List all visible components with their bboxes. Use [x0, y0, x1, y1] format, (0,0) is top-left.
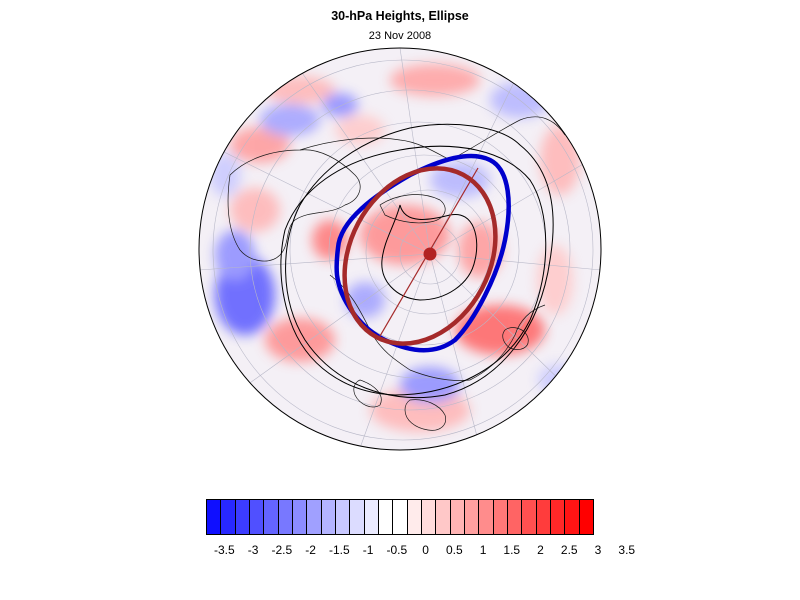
colorbar-swatch: [493, 500, 508, 534]
colorbar-swatch: [378, 500, 394, 534]
colorbar-swatch: [249, 500, 265, 534]
colorbar-swatch: [350, 500, 365, 534]
colorbar-swatch: [522, 500, 537, 534]
colorbar-tick-label: -2: [305, 543, 316, 557]
height-contours: [280, 123, 554, 399]
colorbar-tick-label: -0.5: [386, 543, 408, 557]
colorbar-tick-label: 2.5: [560, 543, 578, 557]
colorbar-tick-label: 1: [479, 543, 487, 557]
colorbar-tick-label: 2: [537, 543, 544, 557]
colorbar-swatch: [507, 500, 523, 534]
colorbar-tick-label: -3: [247, 543, 259, 557]
colorbar-swatch: [450, 500, 465, 534]
colorbar-swatch: [565, 500, 580, 534]
colorbar-swatch: [207, 500, 222, 534]
colorbar-swatch: [321, 500, 336, 534]
colorbar-tick-label: 3: [594, 543, 602, 557]
colorbar-swatch: [278, 500, 293, 534]
colorbar-swatch: [307, 500, 322, 534]
map-title: 30-hPa Heights, Ellipse: [331, 9, 469, 23]
colorbar-tick-label: 3.5: [618, 543, 636, 557]
colorbar-tick-label: -2.5: [271, 543, 293, 557]
colorbar-swatch: [335, 500, 351, 534]
colorbar-tick-label: -1.5: [328, 543, 350, 557]
colorbar-swatch: [579, 500, 593, 534]
ellipse-center-marker: [423, 247, 437, 261]
colorbar-tick-label: -1: [362, 543, 374, 557]
globe-outline: [198, 47, 602, 451]
colorbar-tick-label: 1.5: [503, 543, 521, 557]
colorbar-swatch: [550, 500, 566, 534]
colorbar-swatch: [221, 500, 236, 534]
colorbar-tick-label: 0: [422, 543, 429, 557]
colorbar-swatch: [292, 500, 308, 534]
colorbar-swatch: [364, 500, 379, 534]
colorbar-tick-label: 0.5: [445, 543, 463, 557]
colorbar-swatch: [436, 500, 451, 534]
colorbar-swatch: [235, 500, 250, 534]
colorbar-labels: -3.5 -3 -2.5 -2 -1.5 -1 -0.5 0 0.5 1 1.5 2 2.5 3 3.5: [0, 543, 800, 563]
graticule: [199, 48, 601, 449]
colorbar-tick-label: -3.5: [214, 543, 235, 557]
colorbar: [206, 499, 594, 535]
colorbar-swatch: [421, 500, 437, 534]
colorbar-swatch: [407, 500, 422, 534]
coastlines: [227, 116, 566, 431]
map-date: 23 Nov 2008: [368, 30, 432, 42]
colorbar-swatch: [264, 500, 279, 534]
colorbar-swatch: [393, 500, 408, 534]
colorbar-swatch: [464, 500, 480, 534]
colorbar-swatch: [479, 500, 494, 534]
anomaly-field: [199, 48, 601, 450]
fitted-ellipse: [342, 166, 498, 346]
colorbar-swatch: [536, 500, 551, 534]
